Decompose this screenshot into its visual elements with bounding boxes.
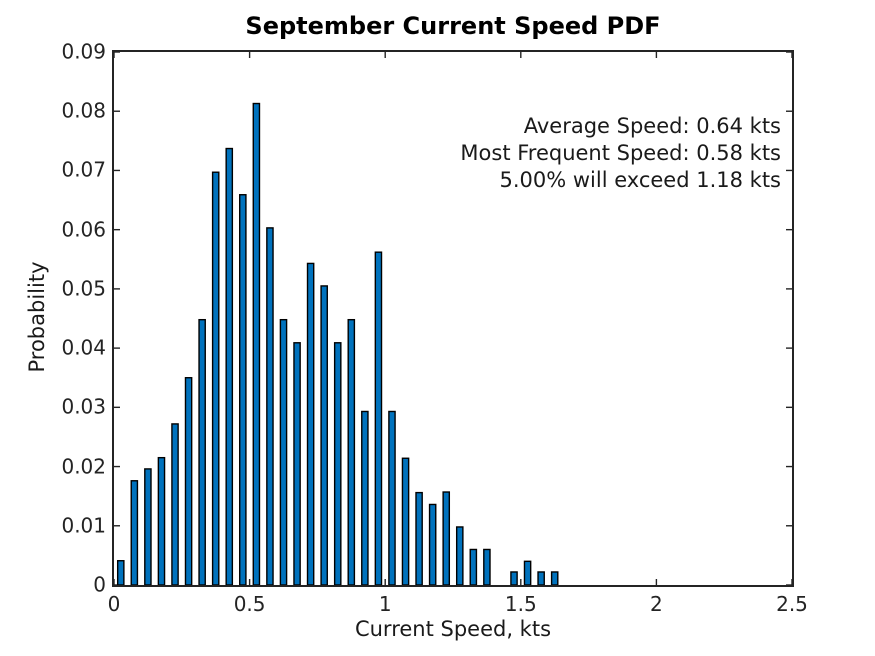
histogram-bar: [388, 410, 396, 585]
histogram-bar: [239, 194, 247, 585]
x-tick-label: 0: [107, 592, 121, 616]
histogram-bar: [455, 526, 464, 585]
histogram-bar: [171, 423, 179, 585]
histogram-bar: [550, 571, 559, 585]
histogram-bar: [116, 560, 125, 585]
y-tick-label: 0.01: [61, 513, 106, 538]
y-tick-label: 0.09: [61, 39, 106, 64]
y-tick-label: 0.03: [61, 394, 106, 419]
x-tick-label: 2: [650, 592, 663, 616]
plot-area: [112, 50, 794, 587]
histogram-bar: [347, 318, 356, 585]
histogram-bar: [374, 251, 383, 585]
histogram-bar: [523, 560, 532, 585]
histogram-bar: [266, 227, 274, 585]
histogram-bar: [144, 468, 152, 585]
stats-annotation: Average Speed: 0.64 kts Most Frequent Spe…: [460, 113, 781, 194]
histogram-bar: [483, 548, 491, 585]
y-tick-label: 0: [93, 572, 106, 597]
chart-title: September Current Speed PDF: [245, 12, 661, 40]
histogram-bar: [130, 480, 139, 585]
histogram-bar: [279, 318, 288, 585]
histogram-bar: [442, 491, 451, 585]
stats-annotation-line: 5.00% will exceed 1.18 kts: [499, 168, 781, 192]
y-tick-label: 0.02: [61, 454, 106, 479]
y-tick-label: 0.05: [61, 276, 106, 301]
histogram-svg: [114, 52, 792, 585]
y-tick-label: 0.06: [61, 217, 106, 242]
histogram-bar: [361, 410, 369, 585]
x-axis-label: Current Speed, kts: [354, 617, 552, 641]
histogram-bar: [469, 548, 478, 585]
x-tick-label: 2.5: [776, 592, 808, 616]
histogram-bar: [198, 318, 206, 585]
histogram-bar: [401, 457, 410, 585]
histogram-bar: [537, 571, 545, 585]
histogram-bar: [510, 571, 518, 585]
y-tick-label: 0.08: [61, 98, 106, 123]
histogram-bar: [184, 377, 193, 585]
histogram-bar: [293, 342, 301, 585]
histogram-bar: [252, 102, 261, 585]
stats-annotation-line: Average Speed: 0.64 kts: [523, 114, 781, 138]
histogram-bar: [225, 147, 234, 585]
x-tick-label: 1.5: [504, 592, 537, 616]
histogram-bar: [211, 171, 220, 585]
x-tick-label: 0.5: [233, 592, 266, 616]
histogram-bar: [320, 285, 328, 585]
y-tick-label: 0.04: [61, 335, 106, 360]
histogram-bar: [306, 262, 315, 585]
y-tick-label: 0.07: [61, 157, 106, 182]
histogram-bar: [157, 456, 166, 585]
histogram-bar: [333, 342, 342, 585]
x-tick-label: 1: [378, 592, 392, 616]
histogram-bar: [415, 491, 423, 585]
stats-annotation-line: Most Frequent Speed: 0.58 kts: [460, 141, 781, 165]
histogram-bar: [428, 503, 437, 585]
